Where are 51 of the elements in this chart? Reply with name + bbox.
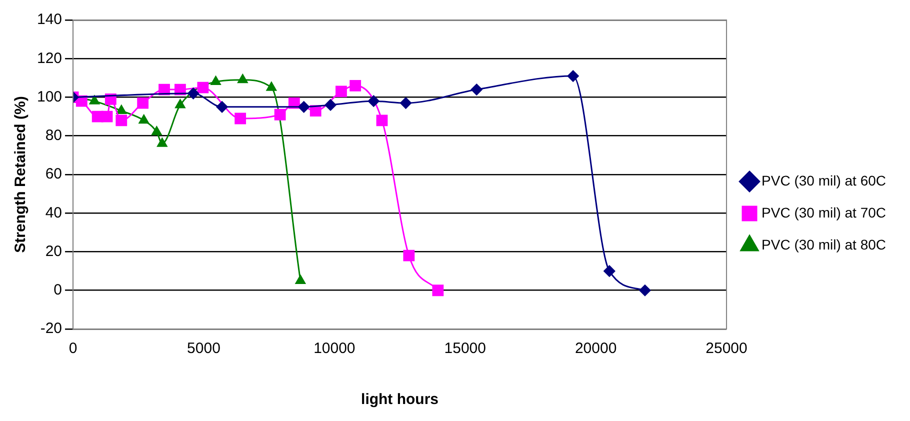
point: [138, 114, 149, 124]
point: [350, 80, 362, 92]
point: [470, 84, 482, 96]
x-tick-label: 10000: [314, 340, 356, 358]
legend-label: PVC (30 mil) at 70C: [762, 204, 886, 220]
y-tick-label: 0: [54, 282, 62, 299]
point: [137, 97, 149, 109]
point: [238, 74, 248, 84]
point: [376, 114, 388, 126]
y-tick-label: 120: [36, 50, 62, 67]
y-tick-label: 100: [36, 88, 62, 106]
point: [116, 114, 128, 126]
point: [152, 126, 162, 136]
point: [604, 265, 616, 277]
point: [368, 95, 380, 107]
y-tick-label: 140: [36, 11, 62, 28]
point: [266, 82, 277, 91]
y-tick-label: 80: [45, 127, 62, 144]
point: [234, 112, 246, 124]
x-tick-label: 0: [68, 340, 78, 358]
legend-label: PVC (30 mil) at 80C: [762, 236, 886, 252]
x-tick-label: 5000: [187, 340, 220, 358]
point: [101, 110, 113, 122]
y-tick-label: 60: [45, 166, 62, 183]
point: [216, 101, 228, 113]
point: [197, 82, 209, 94]
point: [116, 105, 126, 114]
point: [403, 250, 415, 262]
point: [274, 108, 286, 120]
point: [639, 284, 651, 296]
point: [298, 101, 310, 113]
y-tick-label: 20: [45, 242, 62, 260]
point: [89, 95, 100, 104]
y-axis-title: Strength Retained (%): [12, 96, 30, 253]
point: [432, 284, 444, 296]
point: [157, 138, 168, 147]
point: [324, 99, 336, 111]
point: [295, 274, 306, 284]
legend-label: PVC (30 mil) at 60C: [762, 172, 886, 188]
point: [400, 97, 412, 109]
x-tick-label: 20000: [574, 340, 617, 358]
x-tick-label: 25000: [706, 340, 748, 358]
x-axis-title: light hours: [361, 391, 439, 408]
point: [567, 70, 579, 82]
point: [210, 76, 221, 86]
y-tick-label: -20: [40, 320, 62, 338]
point: [175, 99, 186, 108]
point: [188, 88, 200, 100]
point: [336, 86, 347, 98]
x-tick-label: 15000: [444, 340, 486, 358]
y-tick-label: 40: [45, 204, 62, 222]
